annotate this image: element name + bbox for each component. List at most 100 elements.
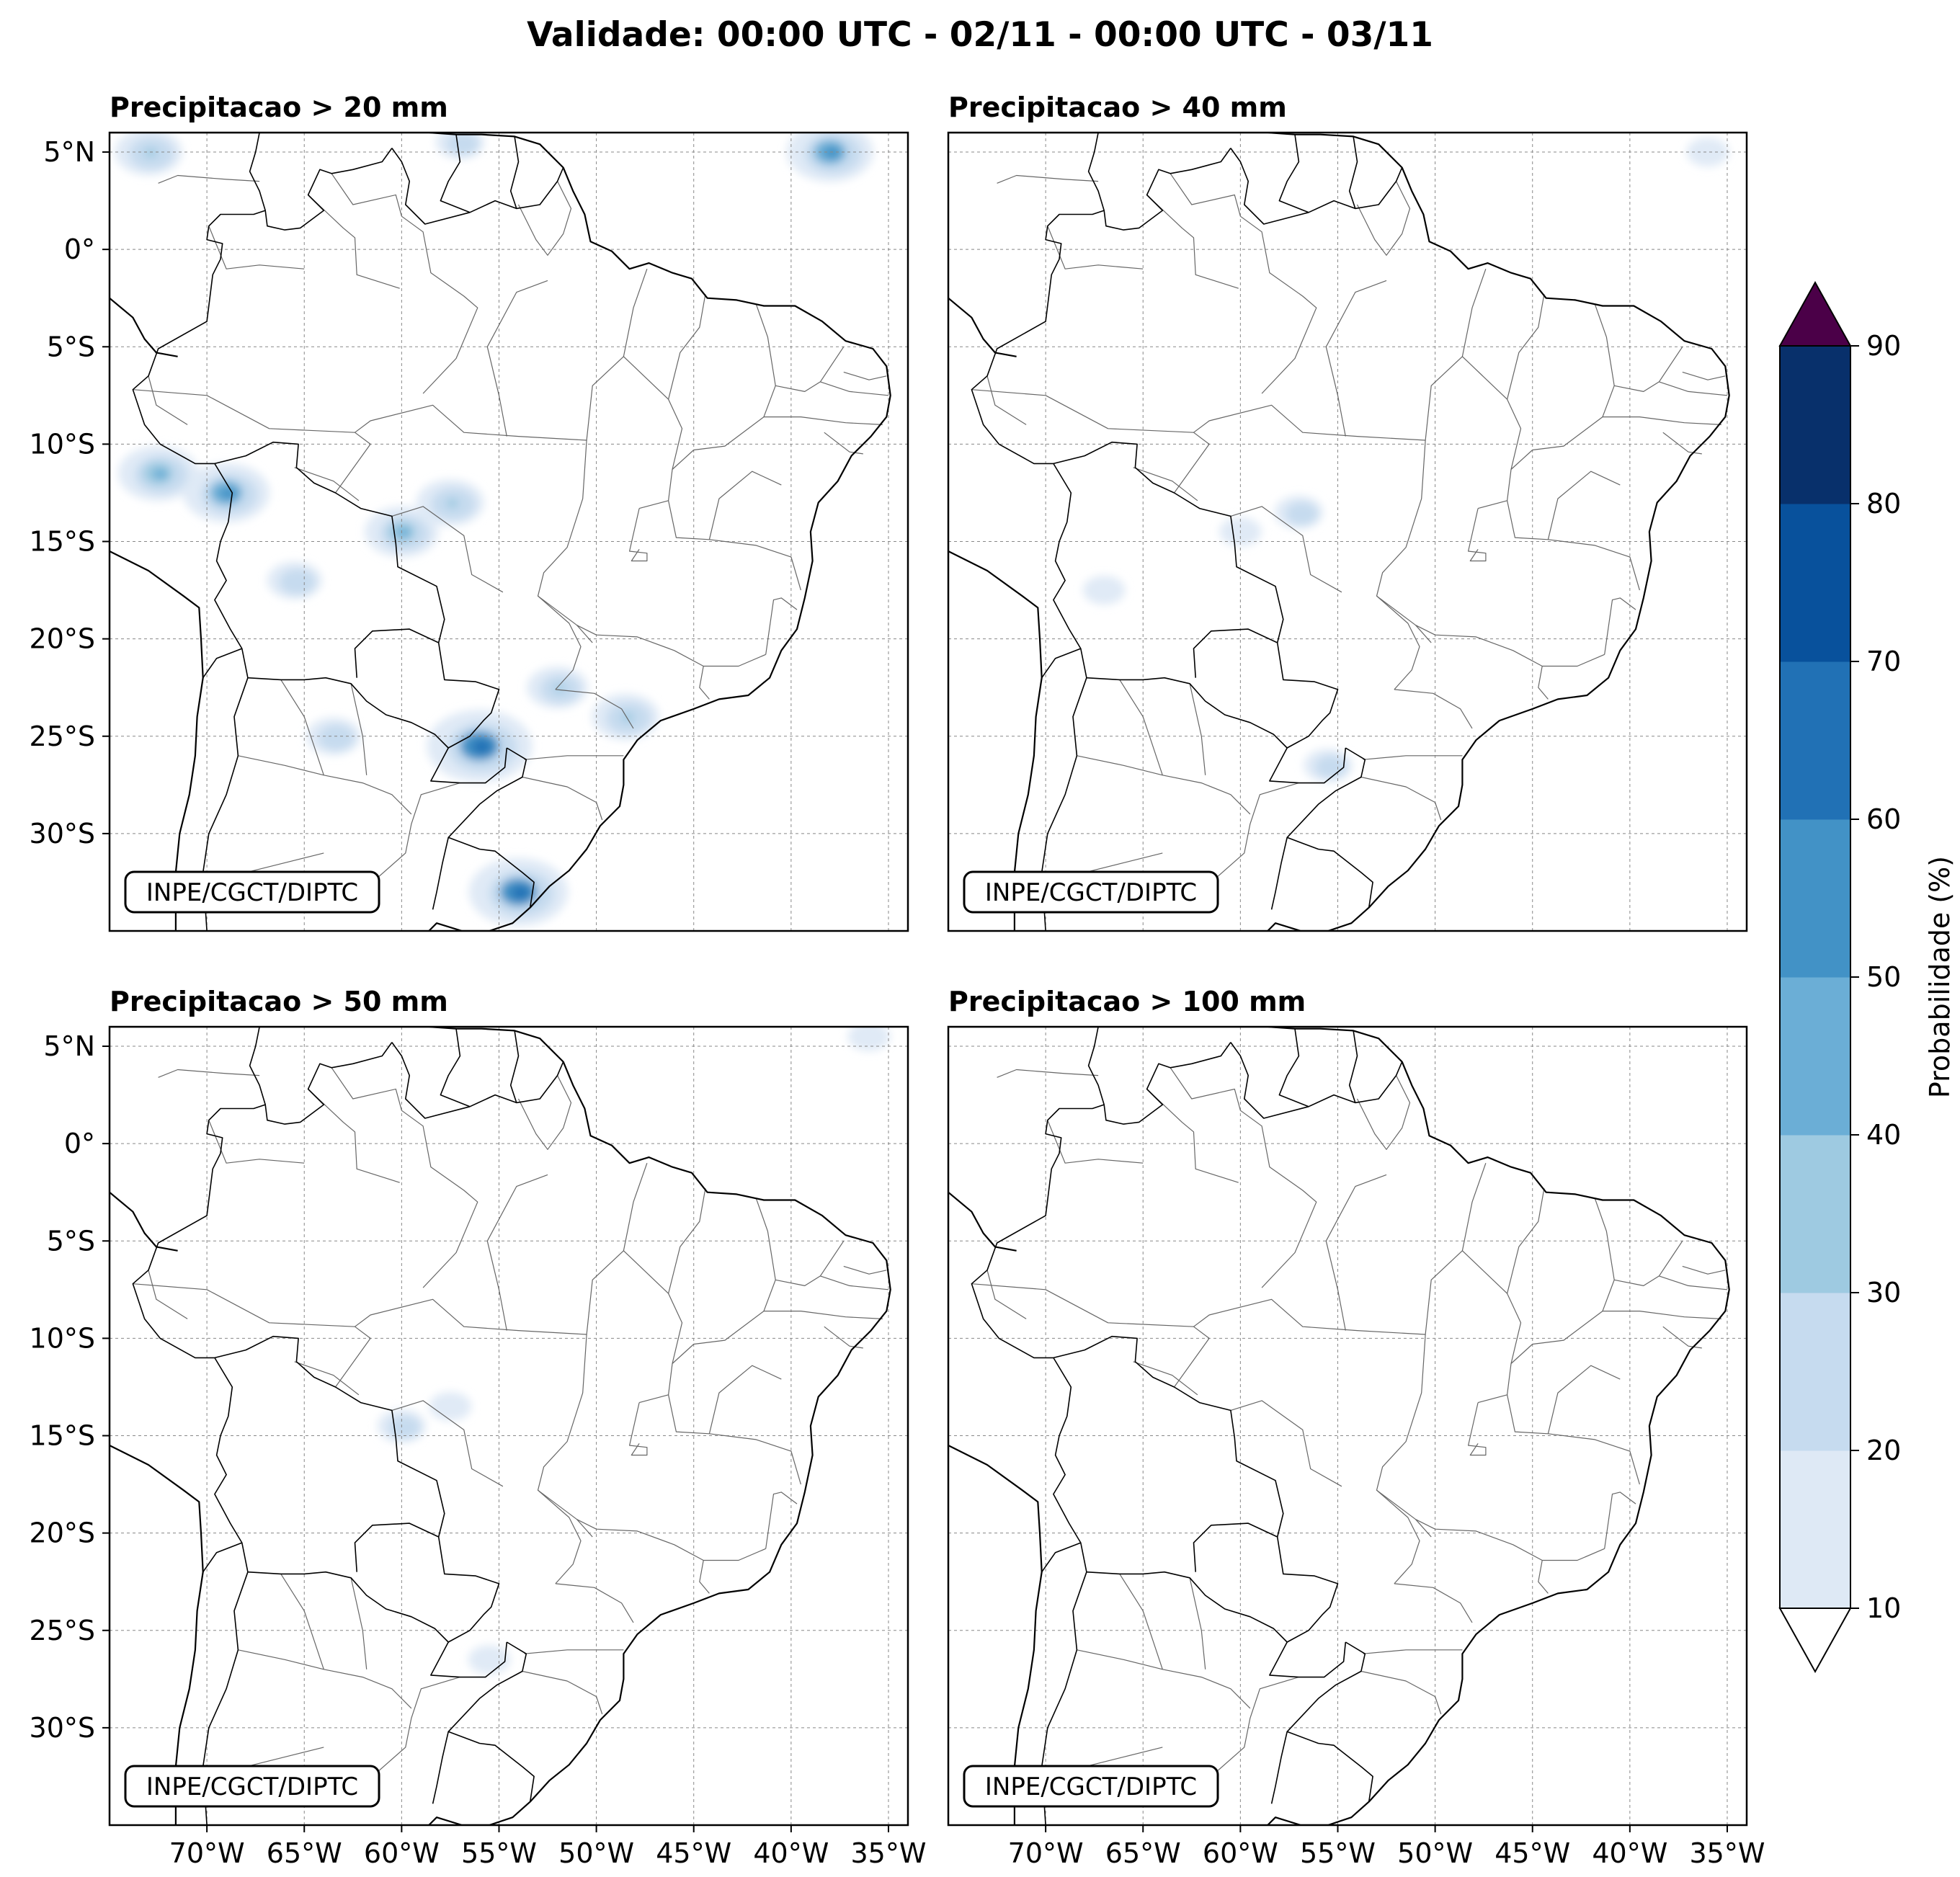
state-boundary [824, 1326, 863, 1349]
probability-area [1082, 575, 1126, 605]
state-boundary [1211, 783, 1299, 883]
probability-area [1286, 502, 1318, 525]
state-boundary [1547, 471, 1621, 540]
country-border [1103, 148, 1231, 231]
colorbar-under-triangle [1778, 1608, 1852, 1674]
lat-tick-label: 25°S [30, 721, 95, 752]
state-boundary [308, 195, 400, 289]
colorbar-ticks: 10 20 30 40 50 60 70 80 90 [1850, 330, 1901, 1624]
state-boundary [623, 1250, 683, 1404]
country-border [1270, 1731, 1373, 1804]
country-border [354, 628, 500, 749]
state-boundary [1659, 381, 1728, 396]
state-boundary [699, 666, 710, 700]
state-boundary [1189, 1577, 1206, 1669]
panel-title: Precipitacao > 50 mm [110, 986, 448, 1017]
state-boundary [555, 1583, 634, 1623]
state-boundary [1507, 500, 1640, 591]
probability-area [1686, 137, 1729, 167]
colorbar-segment [1780, 1135, 1850, 1293]
country-border [1278, 1028, 1309, 1107]
state-boundary [486, 280, 548, 437]
state-boundary [350, 1577, 368, 1669]
state-boundary [1415, 1519, 1605, 1561]
state-boundary [1394, 689, 1473, 729]
state-boundary [372, 783, 460, 883]
state-boundary [1325, 280, 1387, 437]
coastline [110, 1445, 204, 1825]
state-boundary [1174, 432, 1210, 494]
map-background [948, 133, 1747, 931]
lat-tick-label: 10°S [30, 428, 95, 460]
probability-area [1314, 755, 1348, 779]
state-boundary [1662, 1326, 1702, 1349]
state-boundary [355, 404, 587, 441]
colorbar-segment [1780, 346, 1850, 504]
state-boundary [1240, 215, 1317, 394]
state-boundary [158, 174, 260, 184]
country-border [1348, 136, 1358, 209]
state-boundary [1077, 755, 1251, 815]
state-boundary [1682, 371, 1726, 380]
state-boundary [148, 1270, 188, 1319]
panel-title: Precipitacao > 40 mm [948, 92, 1287, 123]
state-boundary [1356, 181, 1411, 256]
state-boundary [1077, 1649, 1251, 1709]
state-boundary [1376, 595, 1420, 690]
country-border [432, 1731, 535, 1804]
state-boundary [1363, 755, 1463, 760]
colorbar-tick-label: 50 [1866, 961, 1901, 993]
colorbar-label: Probabilidade (%) [1924, 856, 1956, 1098]
probability-area [511, 886, 530, 900]
lat-tick-label: 0° [64, 1128, 95, 1159]
credit-label: INPE/CGCT/DIPTC [146, 878, 358, 907]
credit-box [124, 1765, 380, 1808]
state-boundary [294, 1361, 360, 1396]
state-boundary [576, 1519, 766, 1561]
probability-area [447, 133, 479, 156]
probability-area [446, 499, 459, 508]
state-boundary [1047, 226, 1144, 269]
state-boundary [1133, 467, 1198, 501]
country-border [509, 1030, 520, 1103]
lat-tick-label: 20°S [30, 1517, 95, 1549]
state-boundary [280, 1574, 324, 1669]
state-boundary [1376, 1489, 1420, 1584]
state-boundary [775, 1240, 845, 1287]
country-border [1286, 747, 1366, 838]
lat-tick-label: 5°S [47, 331, 95, 362]
state-boundary [1467, 1402, 1487, 1456]
state-boundary [555, 689, 634, 729]
state-boundary [843, 1265, 887, 1275]
lon-tick-label: 65°W [267, 1837, 342, 1869]
country-border [132, 1027, 508, 1678]
probability-area [153, 468, 168, 480]
country-border [132, 133, 508, 784]
map-panel-2: Precipitacao > 40 mm INPE/CGCT/DIPTC [947, 92, 1748, 932]
country-border [264, 148, 393, 231]
state-boundary [1614, 346, 1683, 393]
coastline [948, 550, 1043, 931]
state-boundary [1356, 1075, 1411, 1150]
state-boundary [1538, 1560, 1549, 1594]
country-border [509, 136, 520, 209]
probability-area [471, 739, 492, 754]
state-boundary [997, 174, 1099, 184]
state-boundary [294, 467, 360, 501]
state-boundary [1170, 1067, 1241, 1111]
colorbar-tick-label: 20 [1866, 1435, 1901, 1466]
colorbar-tick-label: 30 [1866, 1277, 1901, 1308]
probability-area [318, 724, 355, 751]
colorbar-tick-label: 40 [1866, 1119, 1901, 1151]
lon-tick-label: 70°W [1008, 1837, 1084, 1869]
country-border [971, 1027, 1347, 1678]
probability-area [621, 713, 634, 723]
country-border [432, 837, 535, 910]
country-border [202, 1542, 243, 1573]
lon-tick-label: 40°W [753, 1837, 829, 1869]
credit-box [963, 1765, 1219, 1808]
state-boundary [1325, 1174, 1387, 1331]
state-boundary [708, 471, 782, 540]
colorbar-segment [1780, 1293, 1850, 1451]
state-boundary [576, 625, 766, 667]
